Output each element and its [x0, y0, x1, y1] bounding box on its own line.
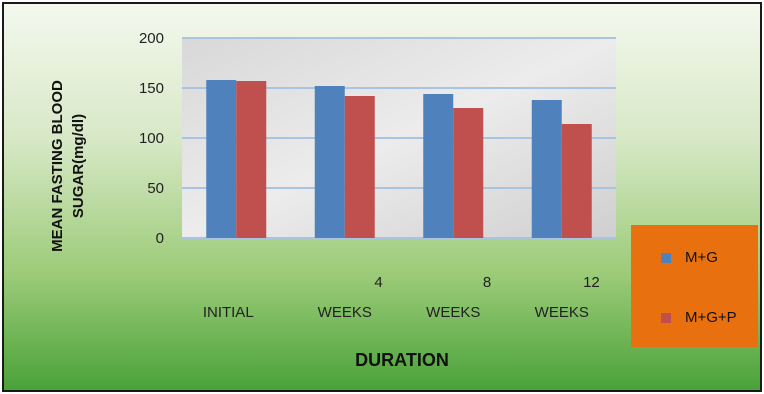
legend-swatch-m-g: [661, 252, 671, 263]
x-tick-label-line-2: INITIAL: [203, 304, 254, 321]
bar-m-g-p: [344, 96, 375, 238]
bar-m-g: [206, 80, 237, 238]
bar-m-g: [423, 94, 454, 238]
y-tick-label: 0: [156, 230, 164, 247]
legend-label-m-g-p: M+G+P: [685, 309, 737, 326]
x-tick-label-line-1: 12: [583, 274, 600, 291]
legend-item-m-g-p: M+G+P: [661, 309, 737, 326]
legend-label-m-g: M+G: [685, 249, 718, 266]
x-tick-label-line-2: WEEKS: [535, 304, 589, 321]
legend-item-m-g: M+G: [661, 249, 718, 266]
y-tick-label: 200: [139, 30, 164, 47]
x-tick-label-line-1: 4: [374, 274, 382, 291]
y-axis-title-line-2: SUGAR(mg/dl): [70, 114, 87, 218]
x-axis-title: DURATION: [355, 350, 449, 370]
x-tick-label-line-1: 8: [483, 274, 491, 291]
bar-m-g-p: [453, 108, 484, 238]
y-tick-label: 100: [139, 130, 164, 147]
x-tick-label-line-2: WEEKS: [318, 304, 372, 321]
legend-swatch-m-g-p: [661, 312, 671, 323]
bar-m-g-p: [561, 124, 592, 238]
legend: M+G M+G+P: [631, 225, 758, 347]
x-tick-label-line-2: WEEKS: [426, 304, 480, 321]
bar-m-g: [314, 86, 345, 238]
y-tick-label: 50: [147, 180, 164, 197]
bar-m-g-p: [236, 81, 267, 238]
y-tick-label: 150: [139, 80, 164, 97]
bar-m-g: [531, 100, 562, 238]
y-axis-title-line-1: MEAN FASTING BLOOD: [49, 80, 66, 252]
